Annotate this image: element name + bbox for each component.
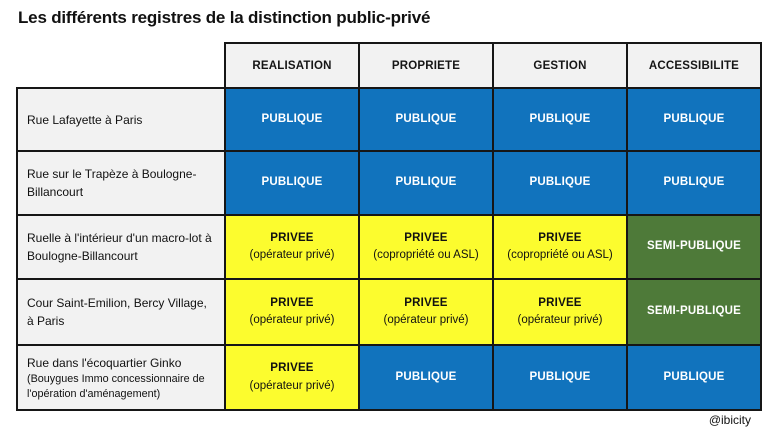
row-label-ecoquartier-ginko: Rue dans l'écoquartier Ginko (Bouygues I… [16,344,226,411]
cell-r1-realisation: PUBLIQUE [224,87,360,152]
table-row: Rue dans l'écoquartier Ginko (Bouygues I… [16,344,762,411]
cell-value: PUBLIQUE [261,112,323,125]
cell-r5-gestion: PUBLIQUE [492,344,628,411]
cell-r4-propriete: PRIVEE (opérateur privé) [358,278,494,346]
row-label-rue-trapeze: Rue sur le Trapèze à Boulogne-Billancour… [16,150,226,216]
cell-subvalue: (opérateur privé) [249,314,335,326]
watermark-ibicity: @ibicity [708,413,751,427]
table-row: Ruelle à l'intérieur d'un macro-lot à Bo… [16,214,762,280]
public-private-matrix-table: REALISATION PROPRIETE GESTION ACCESSIBIL… [16,42,762,411]
cell-value: PUBLIQUE [529,176,591,189]
cell-r3-accessibilite: SEMI-PUBLIQUE [626,214,762,280]
table-row: Cour Saint-Emilion, Bercy Village, à Par… [16,278,762,346]
cell-r2-realisation: PUBLIQUE [224,150,360,216]
cell-r3-gestion: PRIVEE (copropriété ou ASL) [492,214,628,280]
column-header-realisation: REALISATION [224,42,360,89]
row-label-rue-lafayette: Rue Lafayette à Paris [16,87,226,152]
cell-r1-gestion: PUBLIQUE [492,87,628,152]
cell-value: PRIVEE [270,231,314,244]
cell-r4-realisation: PRIVEE (opérateur privé) [224,278,360,346]
cell-subvalue: (opérateur privé) [249,379,335,392]
column-header-gestion: GESTION [492,42,628,89]
column-header-accessibilite: ACCESSIBILITE [626,42,762,89]
cell-subvalue: (copropriété ou ASL) [373,249,479,261]
cell-value: PUBLIQUE [395,112,457,125]
cell-value: SEMI-PUBLIQUE [647,305,741,318]
row-label-text: Rue dans l'écoquartier Ginko [27,355,182,370]
cell-value: PUBLIQUE [395,176,457,189]
table-row: Rue Lafayette à Paris PUBLIQUE PUBLIQUE … [16,87,762,152]
cell-r5-accessibilite: PUBLIQUE [626,344,762,411]
row-label-text: Rue sur le Trapèze à Boulogne-Billancour… [27,167,197,199]
cell-value: PRIVEE [270,362,314,375]
cell-r2-accessibilite: PUBLIQUE [626,150,762,216]
cell-r1-accessibilite: PUBLIQUE [626,87,762,152]
cell-value: PUBLIQUE [529,370,591,383]
cell-r3-propriete: PRIVEE (copropriété ou ASL) [358,214,494,280]
cell-r4-gestion: PRIVEE (opérateur privé) [492,278,628,346]
cell-value: PUBLIQUE [663,112,725,125]
cell-r2-propriete: PUBLIQUE [358,150,494,216]
cell-value: PRIVEE [538,231,582,244]
cell-value: PUBLIQUE [261,176,323,189]
cell-value: SEMI-PUBLIQUE [647,240,741,253]
row-label-ruelle-macrolot: Ruelle à l'intérieur d'un macro-lot à Bo… [16,214,226,280]
header-row: REALISATION PROPRIETE GESTION ACCESSIBIL… [17,42,762,89]
cell-value: PRIVEE [538,296,582,309]
cell-value: PUBLIQUE [529,112,591,125]
cell-value: PUBLIQUE [663,370,725,383]
page-title: Les différents registres de la distincti… [18,8,431,27]
row-label-text: Ruelle à l'intérieur d'un macro-lot à Bo… [27,231,212,263]
cell-r2-gestion: PUBLIQUE [492,150,628,216]
row-label-text: Cour Saint-Emilion, Bercy Village, à Par… [27,296,207,328]
row-label-cour-saint-emilion: Cour Saint-Emilion, Bercy Village, à Par… [16,278,226,346]
cell-value: PRIVEE [404,231,448,244]
cell-subvalue: (opérateur privé) [249,249,335,261]
cell-r5-realisation: PRIVEE (opérateur privé) [224,344,360,411]
cell-r5-propriete: PUBLIQUE [358,344,494,411]
row-label-note: (Bouygues Immo concessionnaire de l'opér… [27,372,205,400]
cell-subvalue: (opérateur privé) [383,314,469,326]
cell-subvalue: (copropriété ou ASL) [507,249,613,261]
cell-value: PRIVEE [270,296,314,309]
table-row: Rue sur le Trapèze à Boulogne-Billancour… [16,150,762,216]
cell-value: PUBLIQUE [663,176,725,189]
cell-value: PUBLIQUE [395,370,457,383]
cell-value: PRIVEE [404,296,448,309]
column-header-propriete: PROPRIETE [358,42,494,89]
cell-r3-realisation: PRIVEE (opérateur privé) [224,214,360,280]
cell-subvalue: (opérateur privé) [517,314,603,326]
corner-empty-cell [17,43,225,88]
cell-r4-accessibilite: SEMI-PUBLIQUE [626,278,762,346]
row-label-text: Rue Lafayette à Paris [27,112,143,127]
cell-r1-propriete: PUBLIQUE [358,87,494,152]
